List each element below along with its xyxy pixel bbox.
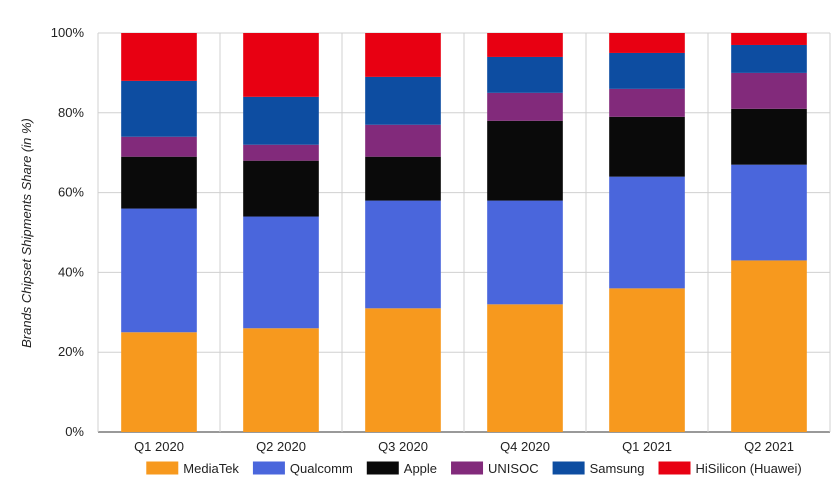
bar-segment-apple-3 [487,120,563,201]
y-tick-label: 20% [58,344,84,359]
bar-segment-qualcomm-2 [365,200,441,309]
legend-label: Samsung [590,461,645,476]
y-tick-label: 100% [51,25,85,40]
bar-segment-samsung-5 [731,44,807,73]
bar-segment-apple-2 [365,156,441,201]
x-tick-label: Q1 2020 [134,439,184,454]
y-tick-label: 0% [65,424,84,439]
legend-item-hisilicon-huawei: HiSilicon (Huawei) [658,461,802,476]
legend-swatch [451,461,484,475]
bar-segment-mediatek-0 [121,332,197,432]
bar-segment-apple-1 [243,160,319,217]
bar-segment-samsung-0 [121,80,197,137]
bar-segment-unisoc-2 [365,124,441,157]
bar-segment-mediatek-2 [365,308,441,432]
axes: 0% 20% 40% 60% 80% 100% Q1 2020 Q2 2020 Q3 2020 Q… [51,25,794,454]
legend-label: Qualcomm [290,461,353,476]
legend-swatch [146,461,179,475]
legend-swatch [252,461,285,475]
bar-segment-samsung-4 [609,52,685,89]
bar-segment-mediatek-3 [487,304,563,432]
legend-swatch [366,461,399,475]
y-tick-label: 80% [58,105,84,120]
gridlines [97,32,831,433]
bar-segment-unisoc-4 [609,88,685,117]
x-tick-label: Q3 2020 [378,439,428,454]
bar-segment-qualcomm-1 [243,216,319,329]
bar-segment-apple-5 [731,108,807,165]
bar-segment-qualcomm-3 [487,200,563,305]
bars [121,33,807,432]
x-tick-label: Q4 2020 [500,439,550,454]
bar-segment-hisilicon-huawei-0 [121,33,197,81]
y-axis-label: Brands Chipset Shipments Share (in %) [19,118,34,348]
x-tick-label: Q1 2021 [622,439,672,454]
legend-label: HiSilicon (Huawei) [696,461,802,476]
bar-segment-qualcomm-5 [731,164,807,261]
legend-item-mediatek: MediaTek [146,461,239,476]
bar-segment-unisoc-3 [487,92,563,121]
bar-segment-unisoc-1 [243,144,319,161]
y-tick-label: 40% [58,264,84,279]
bar-segment-hisilicon-huawei-3 [487,33,563,57]
bar-segment-unisoc-5 [731,72,807,109]
bar-segment-mediatek-1 [243,328,319,432]
bar-segment-samsung-1 [243,96,319,145]
x-tick-label: Q2 2021 [744,439,794,454]
bar-segment-samsung-3 [487,56,563,93]
legend-swatch [658,461,691,475]
bar-segment-apple-0 [121,156,197,209]
legend-item-qualcomm: Qualcomm [252,461,353,476]
legend-item-unisoc: UNISOC [451,461,539,476]
legend: MediaTek Qualcomm Apple UNISOC Samsung HiSili… [146,461,802,476]
bar-segment-hisilicon-huawei-5 [731,33,807,45]
bar-segment-qualcomm-0 [121,208,197,333]
legend-swatch [552,461,585,475]
bar-segment-mediatek-5 [731,260,807,432]
bar-segment-samsung-2 [365,76,441,125]
bar-segment-unisoc-0 [121,136,197,157]
bar-segment-hisilicon-huawei-4 [609,33,685,53]
bar-segment-hisilicon-huawei-1 [243,33,319,97]
legend-label: MediaTek [183,461,239,476]
legend-item-samsung: Samsung [552,461,645,476]
legend-label: UNISOC [488,461,539,476]
bar-segment-qualcomm-4 [609,176,685,289]
bar-segment-hisilicon-huawei-2 [365,33,441,77]
legend-item-apple: Apple [366,461,437,476]
bar-segment-mediatek-4 [609,288,685,432]
y-tick-label: 60% [58,185,84,200]
legend-label: Apple [404,461,437,476]
bar-segment-apple-4 [609,116,685,177]
x-tick-label: Q2 2020 [256,439,306,454]
